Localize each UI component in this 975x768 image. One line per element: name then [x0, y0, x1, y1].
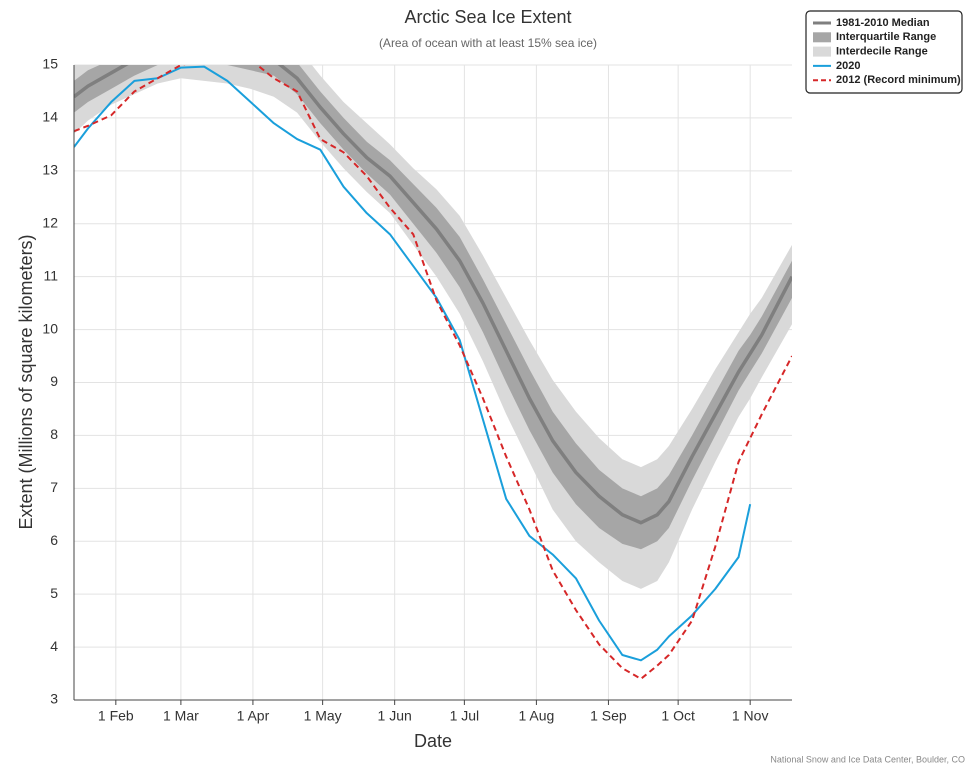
x-tick-label: 1 Apr — [237, 708, 270, 724]
y-tick-label: 13 — [42, 162, 58, 178]
grid — [74, 64, 792, 701]
legend-swatch — [813, 46, 831, 57]
x-tick-label: 1 Nov — [732, 708, 769, 724]
band-area — [74, 65, 792, 589]
y-tick-label: 11 — [43, 267, 58, 283]
x-tick-label: 1 Jun — [378, 708, 412, 724]
legend-box — [805, 10, 963, 94]
y-tick-label: 4 — [50, 638, 58, 654]
legend-swatch — [813, 32, 831, 43]
y-tick-label: 15 — [42, 56, 58, 72]
chart-title: Arctic Sea Ice Extent — [404, 7, 571, 27]
y-tick-label: 10 — [42, 320, 58, 336]
y-tick-label: 8 — [50, 426, 58, 442]
source-note: National Snow and Ice Data Center, Bould… — [770, 754, 965, 764]
legend-label: 2020 — [836, 60, 860, 72]
y-tick-label: 5 — [50, 585, 58, 601]
x-tick-label: 1 May — [304, 708, 342, 724]
x-axis-label: Date — [414, 731, 452, 751]
y-tick-label: 6 — [50, 532, 58, 548]
y-axis-label: Extent (Millions of square kilometers) — [16, 234, 36, 529]
x-tick-label: 1 Mar — [163, 708, 199, 724]
x-tick-label: 1 Oct — [661, 708, 695, 724]
legend: 1981-2010 Median Interquartile Range Inter… — [813, 17, 961, 86]
series-line — [74, 65, 752, 662]
x-tick-label: 1 Aug — [518, 708, 554, 724]
y-tick-label: 14 — [42, 109, 58, 125]
y-tick-label: 7 — [50, 479, 58, 495]
legend-label: 1981-2010 Median — [836, 17, 930, 29]
plot-area — [74, 65, 792, 680]
x-tick-label: 1 Sep — [590, 708, 627, 724]
series-line — [74, 65, 792, 525]
y-tick-label: 9 — [50, 373, 58, 389]
chart-subtitle: (Area of ocean with at least 15% sea ice… — [379, 36, 597, 50]
y-tick-label: 12 — [42, 214, 58, 230]
y-tick-label: 3 — [50, 691, 58, 707]
x-tick-label: 1 Jul — [450, 708, 480, 724]
legend-label: Interdecile Range — [836, 46, 928, 58]
legend-label: 2012 (Record minimum) — [836, 74, 961, 86]
legend-label: Interquartile Range — [836, 31, 936, 43]
x-tick-label: 1 Feb — [98, 708, 134, 724]
series-line — [74, 65, 792, 680]
